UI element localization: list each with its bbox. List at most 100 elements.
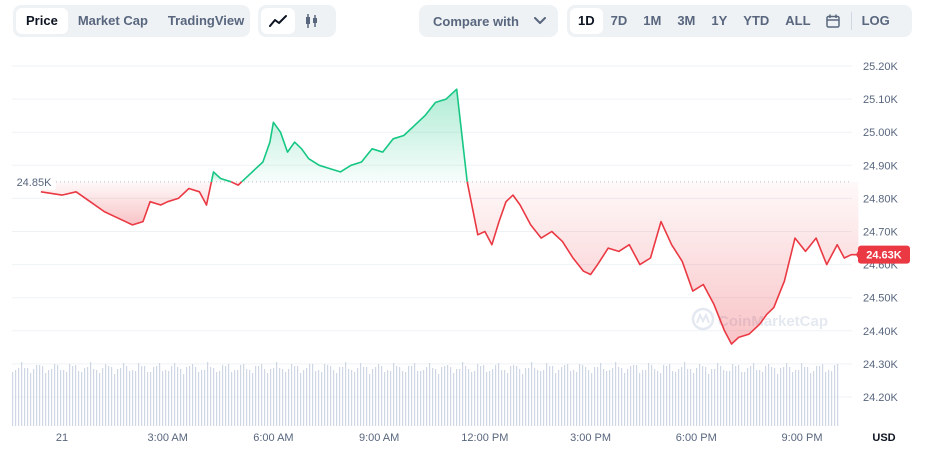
volume-bar [483,365,485,426]
y-tick-label: 24.80K [863,193,899,205]
volume-bar [807,367,809,426]
volume-bar [525,368,527,426]
range-1y[interactable]: 1Y [711,13,728,28]
volume-bar [57,365,59,426]
volume-bar [12,372,14,426]
volume-bar [102,368,104,426]
volume-bar [312,364,314,426]
volume-bar [228,364,230,426]
volume-bar [282,369,284,426]
volume-bar [450,367,452,426]
volume-bar [702,366,704,426]
volume-bar [795,370,797,426]
volume-bar [471,372,473,426]
volume-bar [438,374,440,426]
volume-bar [231,372,233,426]
volume-bar [105,364,107,426]
volume-bar [249,370,251,426]
x-tick-label: 6:00 AM [253,432,293,444]
volume-bar [186,367,188,426]
volume-bar [315,371,317,426]
volume-bar [528,368,530,426]
x-tick-label: 21 [56,432,68,444]
volume-bar [63,370,65,426]
volume-bar [777,374,779,426]
volume-bar [414,363,416,426]
range-all[interactable]: ALL [785,13,811,28]
volume-bar [93,369,95,426]
volume-bar [486,372,488,426]
range-1d[interactable]: 1D [570,8,603,34]
volume-bar [801,363,803,426]
compare-with-dropdown[interactable]: Compare with [419,5,558,37]
volume-bar [201,370,203,426]
volume-bar [33,369,35,426]
line-segment-down [466,181,859,345]
volume-bar [537,370,539,426]
volume-bar [42,366,44,426]
volume-bar [687,369,689,426]
volume-bar [735,366,737,426]
volume-bar [90,362,92,426]
volume-bar [87,367,89,426]
volume-bar [624,373,626,426]
volume-bar [219,371,221,426]
view-tab-group: Price Market Cap TradingView [13,5,250,37]
range-3m[interactable]: 3M [677,13,696,28]
volume-bar [291,364,293,426]
volume-bar [798,370,800,426]
volume-bar [417,371,419,426]
reference-price-text: 24.85K [17,177,53,189]
volume-bar [555,373,557,426]
volume-bar [339,367,341,426]
volume-bar [396,366,398,426]
volume-bar [306,368,308,426]
volume-bar [420,371,422,426]
volume-bar [642,370,644,426]
volume-bar [354,372,356,426]
volume-bar [780,368,782,426]
volume-bar [84,368,86,426]
volume-bar [81,372,83,426]
volume-bar [585,367,587,426]
volume-bar [645,370,647,426]
volume-bar [183,374,185,426]
volume-bar [459,369,461,426]
candlestick-chart-icon[interactable] [295,8,329,34]
range-tab-group: 1D 7D 1M 3M 1Y YTD ALL LOG [567,5,912,37]
volume-bar [324,364,326,426]
log-scale-toggle[interactable]: LOG [861,13,890,28]
volume-bar [492,369,494,426]
volume-bar [336,373,338,426]
compare-with-label: Compare with [433,13,519,29]
volume-bar [531,362,533,426]
tab-price[interactable]: Price [16,8,68,34]
calendar-icon[interactable] [819,8,847,34]
volume-bar [318,370,320,426]
volume-bar [45,373,47,426]
range-ytd[interactable]: YTD [743,13,770,28]
line-segment-up [210,171,232,183]
volume-bar [138,363,140,426]
tab-market-cap[interactable]: Market Cap [77,13,148,28]
volume-bar [615,362,617,426]
volume-bar [24,368,26,426]
range-1m[interactable]: 1M [643,13,662,28]
volume-bar [759,370,761,426]
current-price-text: 24.63K [866,250,902,262]
volume-bar [756,370,758,426]
volume-bar [144,366,146,426]
volume-bar [117,369,119,426]
volume-bar [465,366,467,426]
tab-tradingview[interactable]: TradingView [167,13,245,28]
volume-bar [285,372,287,426]
volume-bar [348,369,350,426]
line-chart-icon[interactable] [261,8,295,34]
volume-bar [243,364,245,426]
volume-bar [441,367,443,426]
volume-bar [162,371,164,426]
y-tick-label: 24.40K [863,326,899,338]
range-7d[interactable]: 7D [610,13,628,28]
volume-bar [129,371,131,426]
volume-bar [558,370,560,426]
